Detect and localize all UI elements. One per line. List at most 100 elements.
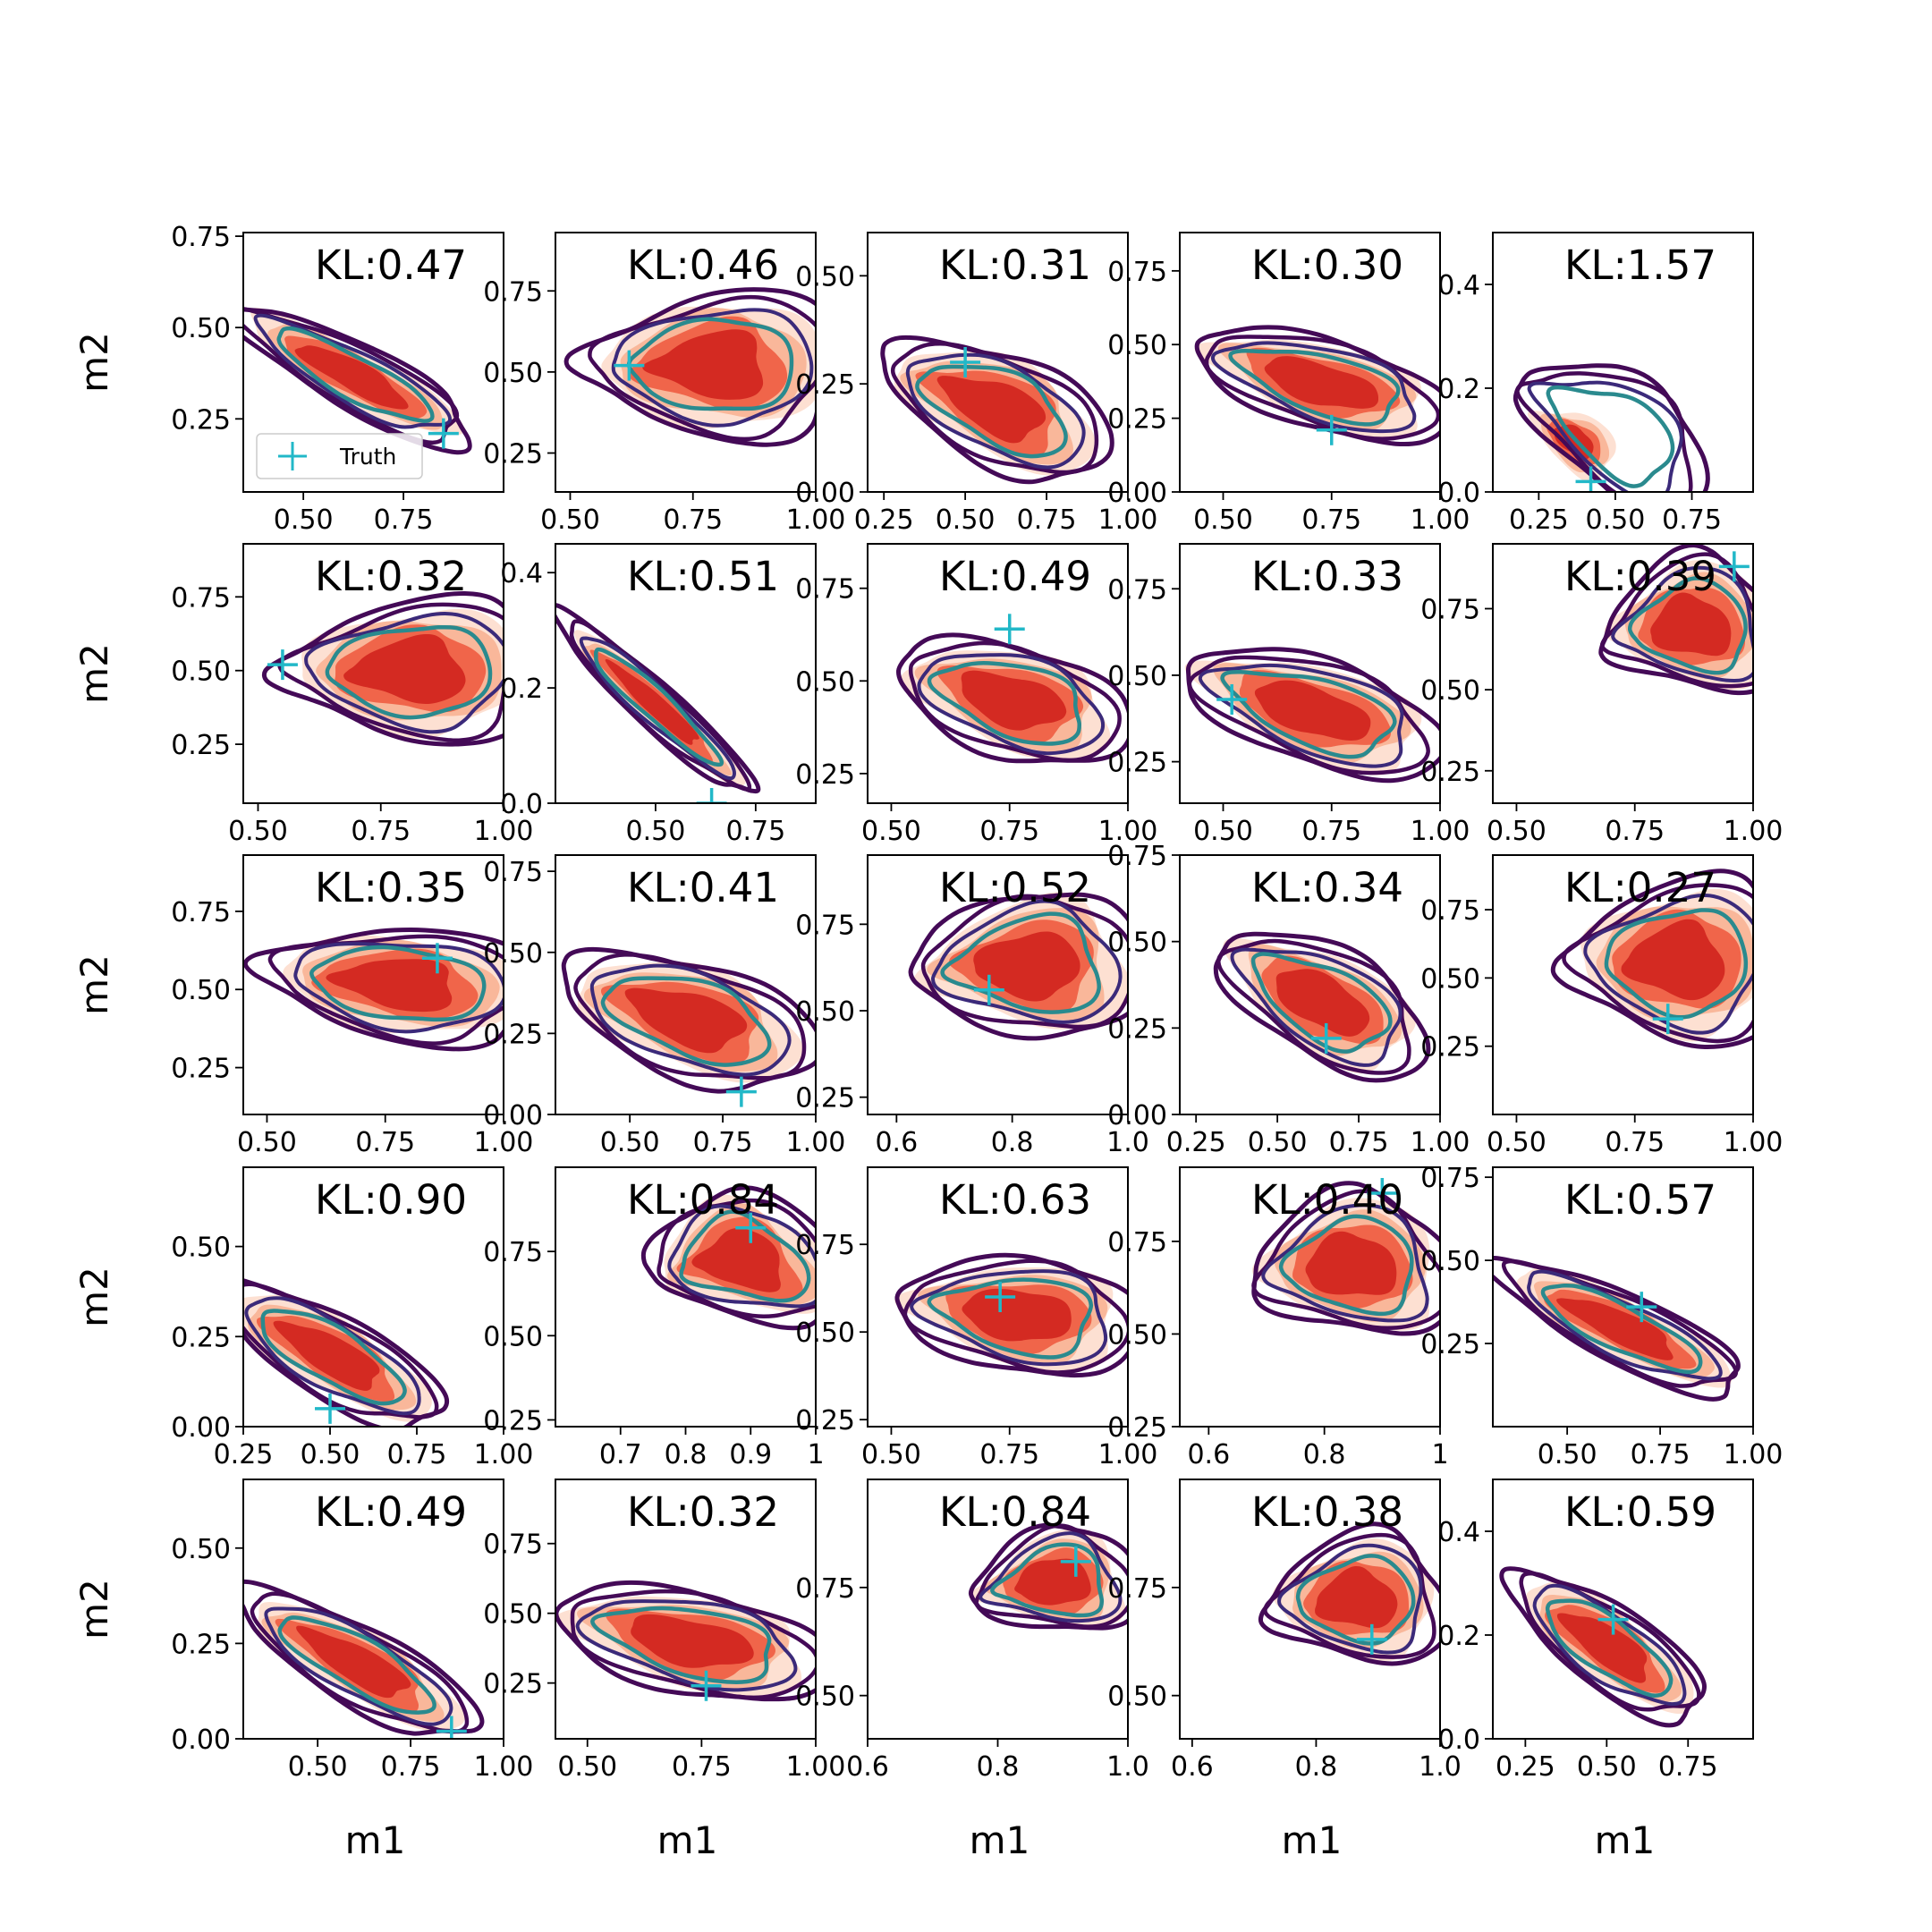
plot-area xyxy=(1194,325,1440,446)
plot-area xyxy=(243,1278,450,1427)
x-axis-label: m1 xyxy=(1595,1818,1656,1862)
panel-r5-c3: KL:0.84 0.6 0.8 1.0 0.50 0.75 xyxy=(795,1479,1149,1783)
panel-r2-c4: KL:0.33 0.50 0.75 1.00 0.25 0.50 0.75 xyxy=(1107,543,1470,847)
x-tick-label: 0.8 xyxy=(1295,1751,1338,1783)
y-tick-label: 0.75 xyxy=(171,897,231,928)
y-tick-label: 0.50 xyxy=(171,1233,231,1264)
y-tick-label: 0.4 xyxy=(500,558,543,589)
x-tick-label: 0.50 xyxy=(1577,1751,1637,1783)
x-tick-label: 0.75 xyxy=(1662,504,1722,536)
axes-frame xyxy=(242,232,504,493)
y-tick-label: 0.25 xyxy=(795,1083,855,1114)
y-tick-label: 0.75 xyxy=(1420,895,1480,927)
axes-frame xyxy=(1492,232,1754,493)
contour-line-1 xyxy=(880,335,1114,485)
axes-frame xyxy=(1179,1479,1441,1740)
truth-marker xyxy=(1060,1546,1091,1577)
contour-line-3 xyxy=(1198,663,1404,768)
y-tick-label: 0.4 xyxy=(1437,270,1480,301)
axes-frame xyxy=(1179,854,1441,1115)
x-tick-label: 0.75 xyxy=(381,1751,441,1783)
x-tick-label: 0.8 xyxy=(991,1127,1034,1158)
density-fill-level-4 xyxy=(624,987,748,1054)
panel-r5-c1: KL:0.49 0.50 0.75 1.00 0.00 0.25 0.50 xyxy=(171,1479,533,1783)
panel-r4-c5: KL:0.57 0.50 0.75 1.00 0.25 0.50 0.75 xyxy=(1420,1163,1783,1470)
plot-area xyxy=(1258,1521,1440,1666)
y-tick-label: 0.75 xyxy=(483,1237,543,1268)
x-tick-label: 0.50 xyxy=(274,504,334,536)
y-tick-label: 0.75 xyxy=(1107,1227,1167,1258)
kl-label: KL:0.59 xyxy=(1564,1488,1716,1536)
y-tick-label: 0.75 xyxy=(1107,574,1167,606)
x-tick-label: 0.75 xyxy=(1329,1127,1389,1158)
panel-r4-c2: KL:0.84 0.7 0.8 0.9 1 0.25 0.50 0.75 xyxy=(483,1166,825,1470)
density-fill-level-4 xyxy=(691,1228,781,1292)
y-tick-label: 0.25 xyxy=(483,1019,543,1050)
contour-line-4 xyxy=(1228,349,1401,427)
kl-label: KL:0.41 xyxy=(627,864,779,911)
panel-r2-c2: KL:0.51 0.50 0.75 0.0 0.2 0.4 xyxy=(500,543,817,847)
contour-line-2 xyxy=(1562,883,1753,1044)
x-tick-label: 0.50 xyxy=(600,1127,660,1158)
y-tick-label: 0.25 xyxy=(1420,757,1480,788)
x-tick-label: 0.50 xyxy=(936,504,996,536)
x-tick-label: 0.75 xyxy=(1017,504,1077,536)
plot-area xyxy=(561,946,816,1107)
truth-marker xyxy=(1356,1623,1387,1655)
panel-r3-c4: KL:0.340.25 0.50 0.75 1.000.000.250.500.75 xyxy=(1107,841,1470,1158)
density-fill-level-4 xyxy=(631,1614,754,1668)
contour-line-4 xyxy=(590,1606,772,1684)
y-tick-label: 0.25 xyxy=(795,1405,855,1436)
x-tick-label: 0.75 xyxy=(1605,816,1665,847)
contour-line-4 xyxy=(260,1309,407,1406)
y-tick-label: 0.50 xyxy=(795,666,855,698)
y-tick-label: 0.00 xyxy=(483,1100,543,1131)
x-tick-label: 1.00 xyxy=(1098,816,1158,847)
plot-area xyxy=(894,1252,1128,1378)
contour-line-3 xyxy=(253,313,452,429)
truth-marker xyxy=(1310,1022,1342,1054)
legend: Truth xyxy=(256,433,423,479)
x-tick-label: 0.50 xyxy=(1487,1127,1546,1158)
contour-line-4 xyxy=(593,647,724,767)
kl-label: KL:0.38 xyxy=(1251,1488,1403,1536)
contour-line-1 xyxy=(243,927,504,1052)
contour-line-2 xyxy=(1216,938,1411,1075)
axes-frame xyxy=(555,232,817,493)
kl-label: KL:0.40 xyxy=(1251,1176,1403,1224)
contour-line-3 xyxy=(667,1204,816,1309)
plot-area xyxy=(1499,1566,1707,1728)
kl-label: KL:0.30 xyxy=(1251,242,1403,289)
panel-r3-c5: KL:0.27 0.50 0.75 1.00 0.25 0.50 0.75 xyxy=(1420,854,1783,1158)
plot-area xyxy=(1598,544,1753,696)
axes-frame xyxy=(867,232,1129,493)
contour-line-3 xyxy=(1611,565,1753,682)
contour-line-4 xyxy=(1220,670,1397,759)
x-tick-label: 0.75 xyxy=(374,504,434,536)
contour-line-4 xyxy=(1278,1214,1414,1317)
panel-r2-c1: KL:0.32 0.50 0.75 1.00 0.25 0.50 0.75 xyxy=(171,543,533,847)
y-axis-label: m2 xyxy=(72,643,116,704)
kl-label: KL:0.49 xyxy=(939,553,1091,600)
contour-line-4 xyxy=(927,1277,1094,1360)
x-axis-label: m1 xyxy=(970,1818,1030,1862)
contour-line-1 xyxy=(1258,1521,1440,1666)
x-tick-label: 1.00 xyxy=(474,1751,534,1783)
y-tick-label: 0.50 xyxy=(483,1321,543,1352)
y-tick-label: 0.0 xyxy=(500,789,543,820)
x-tick-label: 0.75 xyxy=(351,816,411,847)
truth-marker xyxy=(985,1282,1016,1312)
plot-area xyxy=(1251,1178,1440,1336)
x-tick-label: 0.75 xyxy=(663,504,723,536)
truth-marker xyxy=(973,974,1004,1005)
kl-label: KL:0.32 xyxy=(315,553,467,600)
contour-line-3 xyxy=(1277,1543,1423,1655)
contour-line-4 xyxy=(1250,952,1393,1054)
x-tick-label: 0.75 xyxy=(725,816,785,847)
density-fill-level-4 xyxy=(343,633,466,704)
x-tick-label: 1.00 xyxy=(786,1751,846,1783)
x-tick-label: 1.00 xyxy=(786,504,846,536)
panel-r4-c3: KL:0.630.50 0.75 1.000.250.500.75 xyxy=(795,1166,1157,1470)
kl-label: KL:0.52 xyxy=(939,864,1091,911)
plot-area xyxy=(243,1579,485,1739)
